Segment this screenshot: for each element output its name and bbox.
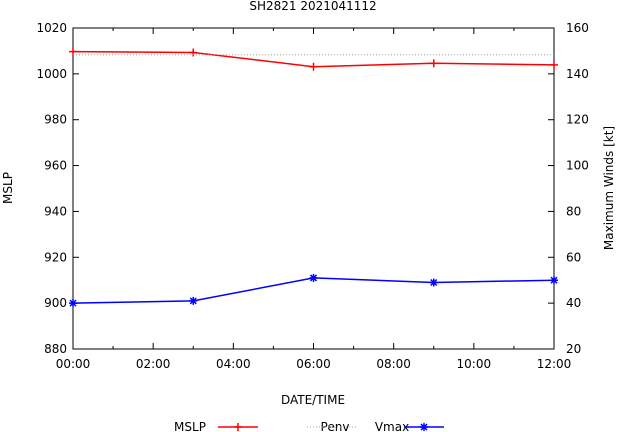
legend-marker-vmax-d2	[420, 423, 428, 431]
x-tick-label: 00:00	[56, 357, 91, 371]
data-point-vmax	[550, 276, 558, 285]
chart-title: SH2821 2021041112	[249, 0, 376, 13]
data-point-vmax	[429, 278, 438, 287]
y-right-tick-label: 20	[566, 342, 581, 356]
data-point-mslp	[550, 60, 558, 69]
data-point-vmax	[69, 299, 77, 308]
data-point-mslp	[309, 62, 318, 71]
data-point-mslp	[429, 59, 438, 68]
data-point-mslp	[69, 47, 77, 56]
y-right-tick-label: 100	[566, 159, 589, 173]
x-tick-label: 12:00	[537, 357, 572, 371]
data-point-vmax-d2	[309, 274, 318, 282]
y-left-tick-label: 920	[44, 250, 67, 264]
legend-marker-mslp	[234, 423, 242, 431]
y-left-tick-label: 900	[44, 296, 67, 310]
data-point-vmax	[189, 296, 198, 305]
data-point-mslp	[189, 48, 198, 57]
y-left-tick-label: 1020	[36, 21, 67, 35]
y-axis-right-label: Maximum Winds [kt]	[602, 126, 616, 250]
y-right-tick-label: 160	[566, 21, 589, 35]
data-point-vmax	[309, 273, 318, 282]
y-right-tick-label: 140	[566, 67, 589, 81]
y-left-tick-label: 880	[44, 342, 67, 356]
data-point-vmax-d2	[550, 276, 558, 284]
y-left-tick-label: 940	[44, 204, 67, 218]
data-point-vmax-d2	[189, 297, 197, 305]
y-left-tick-label: 1000	[36, 67, 67, 81]
x-tick-label: 06:00	[296, 357, 331, 371]
legend-label-penv: Penv	[321, 420, 350, 432]
y-right-tick-label: 80	[566, 204, 581, 218]
y-right-tick-label: 40	[566, 296, 581, 310]
y-right-tick-label: 60	[566, 250, 581, 264]
y-axis-left-label: MSLP	[1, 172, 15, 204]
x-tick-label: 10:00	[457, 357, 492, 371]
legend-marker-vmax	[420, 423, 428, 431]
plot-frame	[72, 27, 555, 350]
legend-label-vmax: Vmax	[375, 420, 409, 432]
y-left-tick-label: 980	[44, 113, 67, 127]
data-point-vmax-d2	[430, 278, 438, 287]
legend: MSLP Penv Vmax	[174, 420, 444, 432]
legend-label-mslp: MSLP	[174, 420, 206, 432]
x-tick-label: 04:00	[216, 357, 251, 371]
y-left-tick-label: 960	[44, 159, 67, 173]
x-tick-label: 08:00	[376, 357, 411, 371]
data-point-vmax-d2	[69, 299, 77, 307]
y-right-tick-label: 120	[566, 113, 589, 127]
x-tick-label: 02:00	[136, 357, 171, 371]
x-axis-label: DATE/TIME	[281, 393, 345, 407]
